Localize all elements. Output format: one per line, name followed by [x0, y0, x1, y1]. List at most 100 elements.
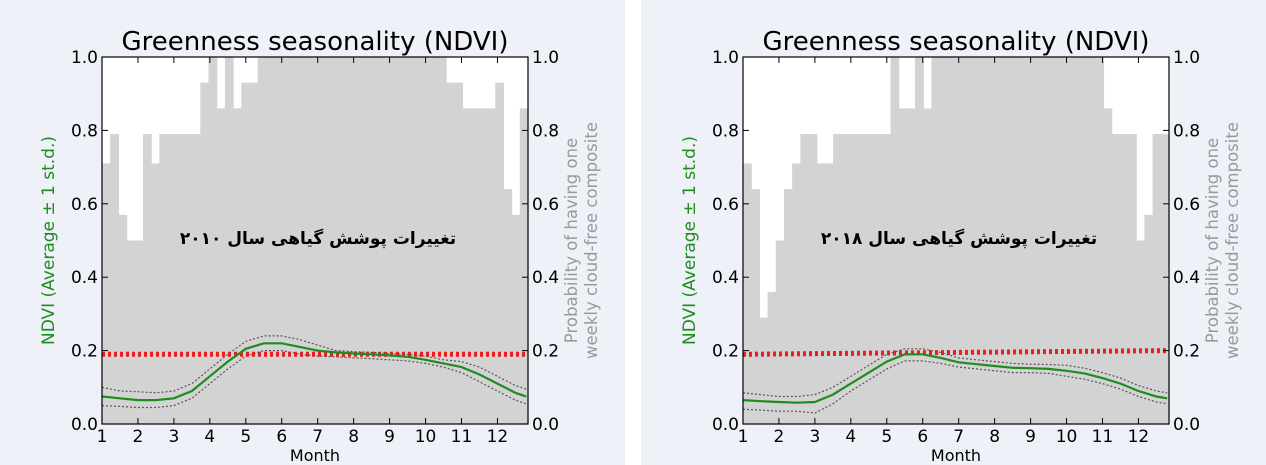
x-tick-label: 8 — [989, 427, 1000, 447]
ndvi-chart-right: 1 2 3 4 5 6 7 8 9 10 11 120.00.20.40.60.81.00.00.20… — [641, 0, 1266, 465]
cloud-free-bar — [347, 57, 357, 424]
cloud-free-bar — [882, 134, 892, 424]
cloud-free-bar — [142, 134, 152, 424]
cloud-free-bar — [298, 57, 308, 424]
chart-title: Greenness seasonality (NDVI) — [763, 27, 1150, 57]
cloud-free-bar — [1128, 134, 1137, 424]
cloud-free-bar — [923, 108, 933, 424]
cloud-free-bar — [1054, 57, 1064, 424]
y-tick-label: 0.0 — [71, 415, 98, 435]
cloud-free-bar — [1046, 57, 1055, 424]
cloud-free-bar — [405, 57, 414, 424]
cloud-free-bar — [372, 57, 382, 424]
cloud-free-bar — [421, 57, 431, 424]
cloud-free-bar — [265, 57, 275, 424]
cloud-free-bar — [290, 57, 300, 424]
x-axis-label: Month — [931, 446, 981, 465]
y2-axis-label-line2: weekly cloud-free composite — [582, 122, 601, 359]
cloud-free-bar — [151, 163, 160, 424]
y2-tick-label: 0.0 — [532, 415, 559, 435]
ndvi-chart-left: 1 2 3 4 5 6 7 8 9 10 11 120.00.20.40.60.81.00.00.20… — [0, 0, 625, 465]
cloud-free-bar — [192, 134, 201, 424]
x-axis-label: Month — [290, 446, 340, 465]
cloud-free-bar — [241, 82, 251, 424]
y-tick-label: 0.4 — [712, 268, 739, 288]
x-tick-label: 3 — [809, 427, 820, 447]
chart-annotation: تغییرات پوشش گیاهی سال ۲۰۱۰ — [180, 228, 456, 249]
cloud-free-bar — [800, 134, 810, 424]
y-tick-label: 0.8 — [71, 121, 98, 141]
cloud-free-bar — [972, 57, 982, 424]
chart-annotation: تغییرات پوشش گیاهی سال ۲۰۱۸ — [821, 228, 1097, 249]
x-tick-label: 4 — [204, 427, 215, 447]
cloud-free-bar — [175, 134, 185, 424]
x-tick-label: 12 — [487, 427, 509, 447]
plot-frame — [742, 56, 1170, 425]
cloud-free-bar — [1152, 134, 1162, 424]
y2-tick-label: 1.0 — [1173, 48, 1200, 68]
y-tick-label: 0.6 — [71, 195, 98, 215]
y-tick-label: 0.2 — [712, 342, 739, 362]
cloud-free-bar — [824, 163, 834, 424]
cloud-free-bar — [816, 163, 826, 424]
cloud-free-bar — [380, 57, 390, 424]
ndvi-lower-std-line — [101, 350, 527, 409]
x-tick-label: 10 — [415, 427, 437, 447]
y2-tick-label: 0.0 — [1173, 415, 1200, 435]
cloud-free-bar — [1144, 214, 1154, 424]
cloud-free-bar — [767, 291, 777, 424]
cloud-free-bar — [437, 57, 447, 424]
y-tick-label: 1.0 — [71, 48, 98, 68]
x-tick-label: 6 — [276, 427, 287, 447]
cloud-free-bar — [792, 163, 801, 424]
cloud-free-bar — [282, 57, 292, 424]
x-tick-label: 8 — [348, 427, 359, 447]
y2-axis-label-line2: weekly cloud-free composite — [1223, 122, 1242, 359]
cloud-free-bar — [980, 57, 990, 424]
cloud-free-bar — [519, 108, 529, 424]
ndvi-upper-std-line — [101, 335, 527, 394]
y-axis-label: NDVI (Average ± 1 st.d.) — [39, 136, 59, 345]
cloud-free-bar — [1021, 57, 1031, 424]
y2-tick-label: 0.6 — [532, 195, 559, 215]
cloud-free-bar — [200, 82, 210, 424]
cloud-free-bar — [890, 57, 900, 424]
cloud-free-bar — [808, 134, 818, 424]
y-axis-label: NDVI (Average ± 1 st.d.) — [680, 136, 700, 345]
cloud-free-bar — [274, 57, 283, 424]
y-tick-label: 0.6 — [712, 195, 739, 215]
cloud-free-bar — [224, 57, 234, 424]
y2-tick-label: 0.8 — [1173, 121, 1200, 141]
cloud-free-bar — [743, 163, 752, 424]
cloud-free-bar — [841, 134, 851, 424]
cloud-free-bar — [306, 57, 316, 424]
x-tick-label: 4 — [845, 427, 856, 447]
chart-panel-left: 1 2 3 4 5 6 7 8 9 10 11 12 0.0 0.2 0.4 0.6 0.8 1.0 0.0 0.2 0… — [0, 0, 625, 465]
cloud-free-bar — [216, 108, 226, 424]
cloud-free-bar — [874, 134, 883, 424]
cloud-free-bar — [503, 189, 513, 424]
cloud-free-bar — [759, 317, 769, 424]
cloud-free-bar — [257, 57, 267, 424]
cloud-free-bar — [1029, 57, 1039, 424]
x-tick-label: 10 — [1056, 427, 1078, 447]
cloud-free-bar — [495, 82, 505, 424]
reference-line — [742, 348, 1170, 357]
cloud-free-bar — [233, 108, 242, 424]
y2-tick-label: 0.2 — [532, 342, 559, 362]
x-tick-label: 9 — [1025, 427, 1036, 447]
cloud-free-bar — [931, 57, 941, 424]
chart-title: Greenness seasonality (NDVI) — [122, 27, 509, 57]
cloud-free-bar — [134, 240, 144, 424]
x-tick-label: 5 — [881, 427, 892, 447]
cloud-free-bar — [462, 108, 472, 424]
x-tick-label: 7 — [953, 427, 964, 447]
cloud-free-bar — [1037, 57, 1047, 424]
y2-axis-label-line1: Probability of having one — [1203, 138, 1222, 343]
x-tick-label: 2 — [774, 427, 785, 447]
cloud-free-bar — [1070, 57, 1080, 424]
cloud-free-bar — [1111, 134, 1121, 424]
cloud-free-bar — [339, 57, 349, 424]
x-tick-label: 9 — [384, 427, 395, 447]
cloud-free-bar — [159, 134, 169, 424]
